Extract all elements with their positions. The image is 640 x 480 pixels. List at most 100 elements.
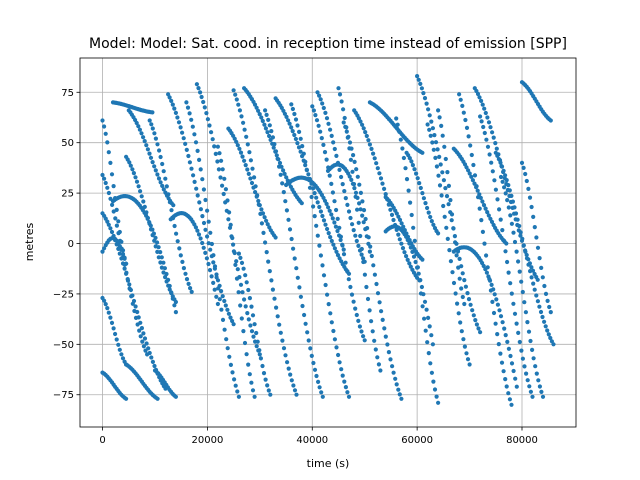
data-point (203, 251, 207, 255)
data-point (536, 278, 540, 282)
data-point (250, 329, 254, 333)
data-point (267, 134, 271, 138)
data-point (202, 187, 206, 191)
data-point (545, 328, 549, 332)
data-point (278, 161, 282, 165)
data-point (412, 167, 416, 171)
data-point (236, 103, 240, 107)
data-point (414, 252, 418, 256)
data-point (524, 372, 528, 376)
data-point (495, 147, 499, 151)
data-point (276, 314, 280, 318)
data-point (190, 290, 194, 294)
data-point (523, 172, 527, 176)
data-point (320, 214, 324, 218)
x-tick-label: 20000 (192, 435, 224, 446)
data-point (366, 297, 370, 301)
data-point (516, 331, 520, 335)
data-point (352, 182, 356, 186)
data-point (502, 239, 506, 243)
data-point (528, 339, 532, 343)
data-point (427, 211, 431, 215)
data-point (473, 173, 477, 177)
data-point (352, 228, 356, 232)
data-point (319, 209, 323, 213)
data-point (376, 291, 380, 295)
data-point (115, 224, 119, 228)
data-point (452, 281, 456, 285)
data-point (141, 199, 145, 203)
data-point (132, 299, 136, 303)
data-point (203, 228, 207, 232)
data-point (334, 208, 338, 212)
data-point (232, 88, 236, 92)
data-point (442, 178, 446, 182)
data-point (463, 118, 467, 122)
data-point (377, 171, 381, 175)
data-point (200, 241, 204, 245)
data-point (339, 235, 343, 239)
data-point (360, 199, 364, 203)
data-point (511, 200, 515, 204)
data-point (501, 320, 505, 324)
data-point (216, 302, 220, 306)
data-point (316, 200, 320, 204)
data-point (453, 234, 457, 238)
data-point (206, 262, 210, 266)
data-point (262, 371, 266, 375)
data-point (234, 259, 238, 263)
data-point (292, 112, 296, 116)
y-tick-label: 50 (61, 138, 74, 149)
data-point (505, 260, 509, 264)
data-point (221, 318, 225, 322)
data-point (151, 233, 155, 237)
data-point (390, 213, 394, 217)
data-point (219, 308, 223, 312)
data-point (455, 302, 459, 306)
data-point (481, 103, 485, 107)
y-tick-label: 75 (61, 88, 74, 99)
data-point (236, 143, 240, 147)
data-point (534, 293, 538, 297)
data-point (226, 346, 230, 350)
data-point (426, 122, 430, 126)
data-point (374, 347, 378, 351)
data-point (484, 111, 488, 115)
data-point (331, 243, 335, 247)
data-point (339, 175, 343, 179)
data-point (243, 128, 247, 132)
data-point (505, 340, 509, 344)
data-point (196, 193, 200, 197)
data-point (472, 313, 476, 317)
data-point (107, 311, 111, 315)
data-point (357, 221, 361, 225)
data-point (484, 138, 488, 142)
data-point (168, 287, 172, 291)
data-point (504, 191, 508, 195)
data-point (494, 188, 498, 192)
data-point (378, 300, 382, 304)
data-point (201, 100, 205, 104)
data-point (387, 350, 391, 354)
data-point (154, 244, 158, 248)
data-point (457, 92, 461, 96)
data-point (473, 318, 477, 322)
data-point (221, 167, 225, 171)
data-point (330, 134, 334, 138)
data-point (428, 361, 432, 365)
data-point (323, 111, 327, 115)
data-point (182, 266, 186, 270)
data-point (318, 385, 322, 389)
data-point (509, 403, 513, 407)
data-point (100, 173, 104, 177)
data-point (521, 357, 525, 361)
data-point (494, 322, 498, 326)
data-point (240, 155, 244, 159)
data-point (248, 296, 252, 300)
data-point (496, 303, 500, 307)
data-point (425, 340, 429, 344)
data-point (320, 136, 324, 140)
data-point (530, 395, 534, 399)
data-point (244, 163, 248, 167)
data-point (249, 305, 253, 309)
